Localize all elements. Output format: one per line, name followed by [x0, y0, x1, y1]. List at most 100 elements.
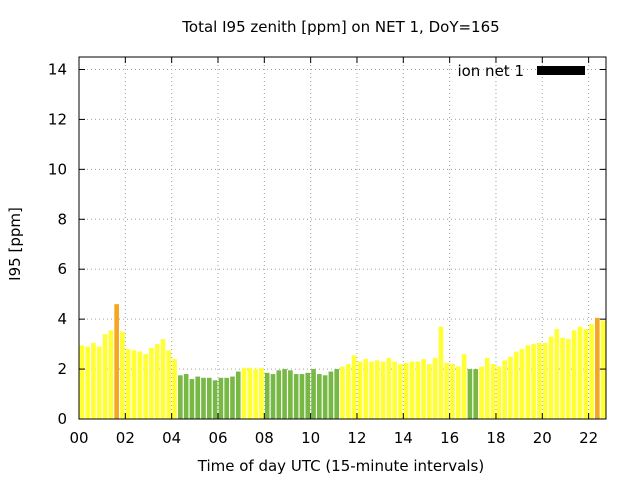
bar — [432, 357, 438, 419]
bar — [218, 377, 224, 419]
bar — [322, 375, 328, 419]
bar — [595, 317, 600, 419]
bar — [79, 345, 85, 419]
bar — [525, 345, 531, 419]
bar — [403, 362, 409, 419]
bar — [96, 346, 102, 419]
bar — [189, 379, 195, 419]
bar — [160, 339, 166, 419]
bar — [85, 346, 90, 419]
x-axis-label: Time of day UTC (15-minute intervals) — [197, 457, 484, 475]
bar — [496, 366, 502, 419]
bar — [427, 364, 432, 419]
legend-swatch — [537, 66, 585, 75]
bar — [131, 350, 137, 419]
bar — [340, 366, 345, 419]
bar — [508, 356, 513, 419]
bar — [531, 344, 536, 419]
bar — [282, 369, 287, 419]
bar — [183, 374, 189, 419]
x-tick-label: 22 — [579, 429, 598, 447]
bar — [438, 326, 444, 419]
bar — [461, 354, 467, 419]
y-tick-label: 12 — [48, 110, 67, 128]
bar — [490, 364, 496, 419]
bar — [369, 361, 374, 419]
bar — [374, 360, 380, 419]
x-tick-label: 20 — [533, 429, 552, 447]
bar — [479, 366, 484, 419]
x-tick-label: 14 — [394, 429, 413, 447]
bar — [166, 350, 172, 419]
bar — [398, 364, 403, 419]
bar — [235, 371, 241, 419]
x-tick-label: 16 — [440, 429, 459, 447]
bar — [247, 367, 253, 419]
bar — [484, 357, 490, 419]
x-tick-label: 08 — [255, 429, 274, 447]
x-tick-label: 06 — [208, 429, 227, 447]
bar — [120, 331, 125, 419]
y-tick-label: 4 — [57, 310, 67, 328]
bar — [299, 374, 305, 419]
bar — [311, 369, 316, 419]
x-tick-label: 10 — [301, 429, 320, 447]
legend-label: ion net 1 — [457, 62, 524, 80]
bar — [143, 354, 148, 419]
bar — [537, 342, 542, 419]
bar — [502, 360, 507, 419]
bar — [357, 361, 363, 419]
bar — [264, 372, 270, 419]
bar — [345, 364, 351, 419]
bar — [334, 369, 340, 419]
bar — [467, 369, 473, 419]
bar — [212, 380, 218, 419]
bar — [201, 377, 206, 419]
bar — [450, 364, 455, 419]
x-tick-label: 12 — [347, 429, 366, 447]
bar — [386, 357, 392, 419]
bar — [270, 374, 276, 419]
bar — [456, 366, 461, 419]
bar — [473, 369, 479, 419]
x-tick-label: 00 — [69, 429, 88, 447]
bar — [571, 330, 577, 419]
x-tick-label: 04 — [162, 429, 181, 447]
bar — [125, 349, 131, 419]
bar — [91, 342, 96, 419]
y-tick-label: 14 — [48, 60, 67, 78]
bar — [589, 324, 594, 419]
x-tick-label: 02 — [116, 429, 135, 447]
bar — [363, 359, 368, 419]
bar — [519, 349, 525, 419]
bar — [114, 304, 119, 419]
bar — [600, 320, 606, 419]
bar — [351, 355, 357, 419]
plot-frame — [78, 56, 607, 420]
bar — [206, 377, 212, 419]
y-tick-label: 8 — [57, 210, 67, 228]
bar — [317, 374, 322, 419]
bar — [288, 370, 293, 419]
bar — [560, 337, 565, 419]
bar — [548, 336, 554, 419]
bar — [253, 369, 258, 419]
bar-series — [79, 304, 606, 419]
grid-lines — [79, 57, 606, 419]
y-tick-label: 6 — [57, 260, 67, 278]
bar — [230, 376, 235, 419]
bar — [149, 347, 154, 419]
bar — [172, 359, 177, 419]
bar — [137, 351, 143, 419]
bar — [583, 329, 589, 419]
bar — [444, 362, 450, 419]
bar — [392, 361, 397, 419]
bar — [415, 361, 421, 419]
y-tick-label: 2 — [57, 360, 67, 378]
bar — [276, 370, 282, 419]
legend: ion net 1 — [457, 62, 585, 80]
bar — [259, 367, 264, 419]
x-tick-label: 18 — [486, 429, 505, 447]
